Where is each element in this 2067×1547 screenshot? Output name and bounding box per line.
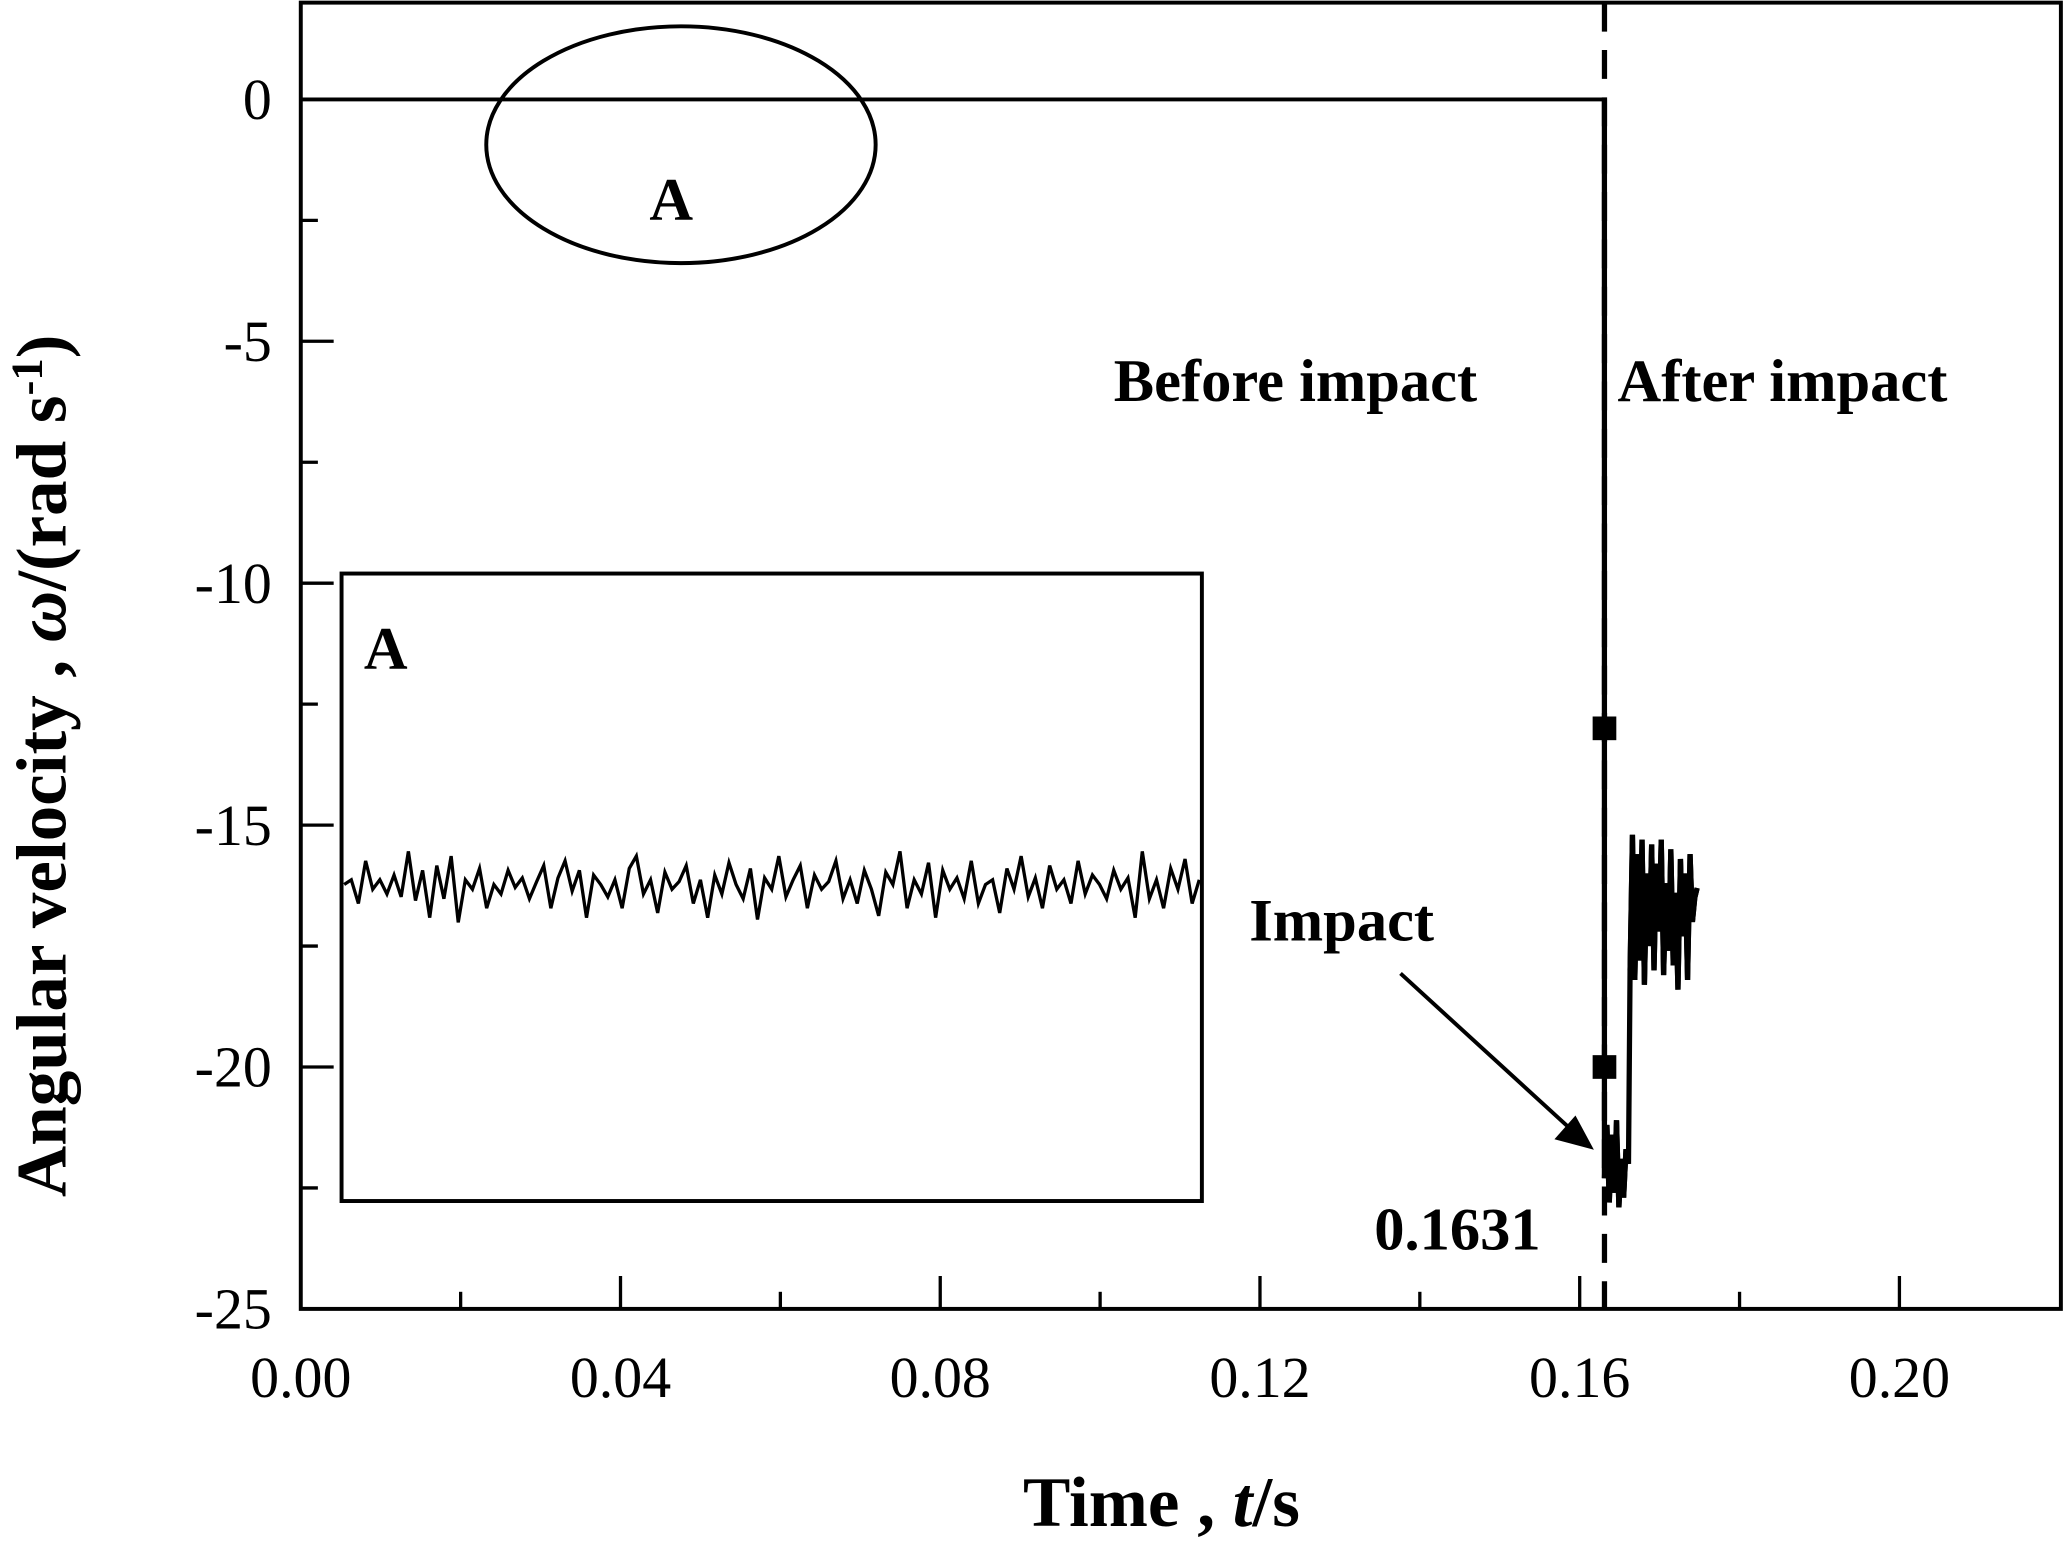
x-tick-label: 0.12 [1209, 1345, 1310, 1410]
y-tick-label: -5 [224, 309, 272, 374]
series-connected [1601, 99, 1700, 1208]
region-a-ellipse [484, 24, 878, 266]
y-tick-label: -20 [195, 1035, 272, 1100]
x-axis-label: Time , t/s [1023, 1464, 1300, 1542]
impact-label: Impact [1249, 888, 1434, 955]
before-impact-label: Before impact [1114, 348, 1477, 415]
x-tick-label: 0.08 [890, 1345, 991, 1410]
square-marker [1592, 716, 1617, 741]
y-tick-label: -25 [195, 1277, 272, 1342]
impact-time-label: 0.1631 [1374, 1197, 1540, 1264]
y-tick-label: 0 [243, 67, 272, 132]
after-impact-label: After impact [1618, 348, 1948, 415]
inset-label: A [364, 615, 408, 682]
y-axis-label: Angular velocity , ω/(rad s-1) [2, 335, 82, 1198]
plot-frame [298, 0, 2063, 1311]
x-tick-label: 0.20 [1849, 1345, 1950, 1410]
region-a-label: A [649, 167, 693, 234]
x-tick-label: 0.00 [250, 1345, 351, 1410]
y-tick-label: -15 [195, 793, 272, 858]
x-tick-label: 0.04 [570, 1345, 671, 1410]
impact-arrow [1399, 971, 1594, 1150]
x-tick-label: 0.16 [1529, 1345, 1630, 1410]
inset-noise-line [343, 851, 1201, 923]
square-marker [1592, 1055, 1617, 1079]
y-tick-label: -10 [195, 551, 272, 616]
